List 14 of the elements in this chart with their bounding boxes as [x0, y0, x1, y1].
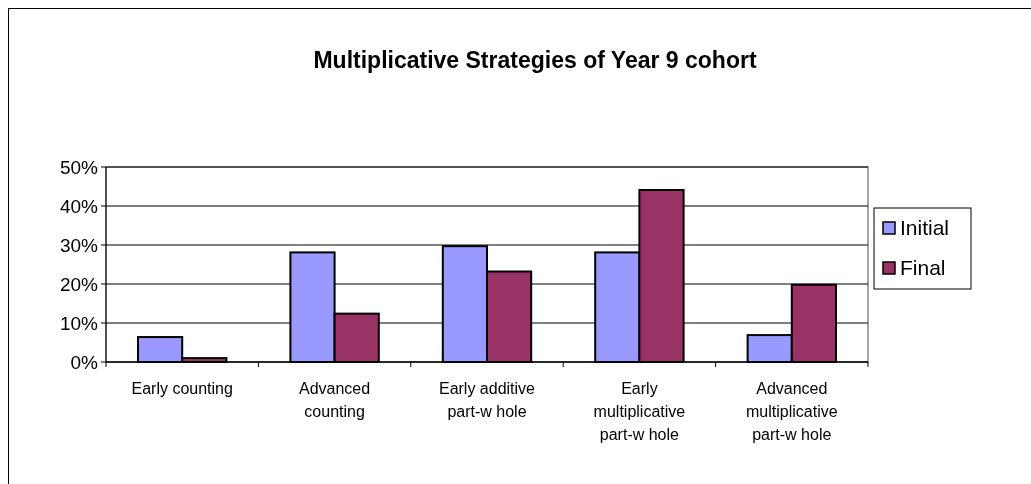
- y-tick-label: 50%: [59, 156, 99, 178]
- legend-label: Final: [900, 256, 946, 280]
- y-tick-label: 0%: [70, 351, 99, 373]
- x-tick-label: Early multiplicative part-w hole: [593, 380, 686, 443]
- x-tick-label: Early additive part-w hole: [438, 380, 536, 420]
- x-tick-label: Early counting: [131, 380, 233, 397]
- y-tick-label: 40%: [59, 195, 99, 217]
- y-tick-label: 30%: [59, 234, 99, 256]
- y-tick-label: 20%: [59, 273, 99, 295]
- y-tick-label: 10%: [59, 312, 99, 334]
- chart-title: Multiplicative Strategies of Year 9 cohort: [313, 47, 757, 73]
- x-tick-label: Advanced counting: [299, 380, 371, 420]
- legend-label: Initial: [900, 216, 950, 240]
- x-tick-label: Advanced multiplicative part-w hole: [746, 380, 838, 443]
